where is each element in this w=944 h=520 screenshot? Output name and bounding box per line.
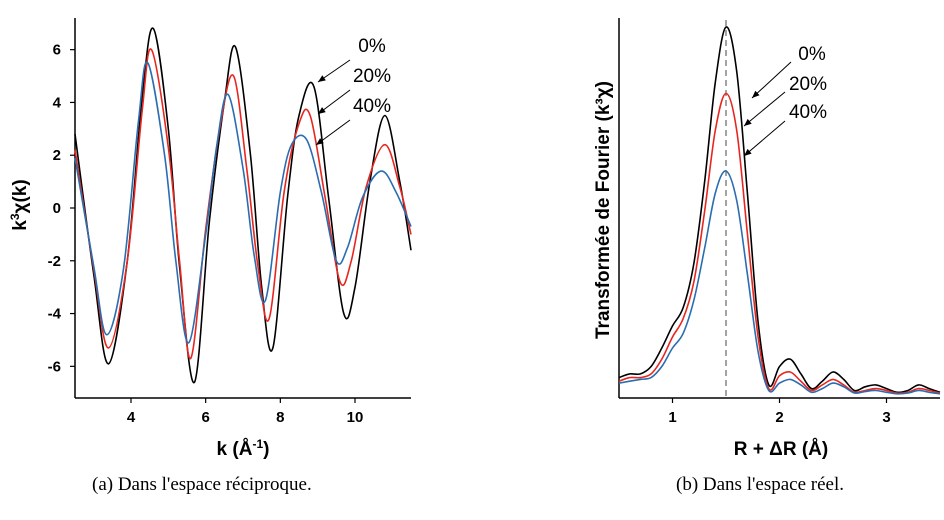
chart-a-y-tick-label: 6 (53, 42, 61, 59)
chart-a-x-tick-label: 10 (347, 409, 364, 426)
chart-b-x-tick-label: 3 (882, 409, 890, 426)
chart-a-series-0pct (74, 27, 412, 384)
chart-b-annotation-arrow (743, 91, 786, 127)
chart-a-annotation: 40% (353, 96, 391, 117)
chart-a-y-tick-label: 4 (53, 94, 62, 111)
chart-a-annotation: 0% (358, 36, 386, 57)
caption-b: (b) Dans l'espace réel. (676, 474, 845, 495)
chart-a-arrowhead (318, 107, 326, 114)
chart-b-x-label: R + ΔR (Å) (734, 439, 828, 460)
chart-b-arrowhead (744, 118, 752, 126)
chart-b-series-40pct (618, 170, 941, 395)
chart-a-x-label: k (Å-1) (217, 437, 270, 460)
chart-b-arrowhead (744, 148, 752, 156)
chart-a-series-40pct (74, 61, 412, 344)
chart-b-series-0pct (618, 26, 941, 394)
chart-a-arrowhead (316, 138, 324, 145)
chart-a-x-tick-label: 4 (127, 409, 136, 426)
chart-a-y-tick-label: 0 (53, 200, 61, 217)
chart-a-y-tick-label: -6 (48, 358, 61, 375)
chart-b-annotation: 20% (789, 74, 827, 95)
chart-b-series-20pct (618, 92, 941, 394)
chart-b-x-tick-label: 1 (668, 409, 676, 426)
chart-b-annotation: 0% (798, 44, 826, 65)
chart-a-x-tick-label: 6 (201, 409, 209, 426)
chart-a-arrowhead (318, 75, 326, 82)
chart-a-y-tick-label: -4 (48, 306, 62, 323)
chart-a: 4 6 8 10 -6 -4 -2 0 2 4 6 0% 20% 40% k (Å-1) k3χ(k) (8, 18, 412, 460)
caption-a: (a) Dans l'espace réciproque. (92, 474, 312, 495)
chart-b: 1 2 3 0% 20% 40% R + ΔR (Å) Transformée de F… (593, 18, 941, 460)
chart-a-y-label: k3χ(k) (8, 179, 31, 230)
chart-b-arrowhead (752, 90, 760, 98)
chart-b-annotation: 40% (789, 102, 827, 123)
chart-b-annotation-arrow (751, 61, 792, 99)
chart-b-y-label: Transformée de Fourier (k³χ) (593, 81, 614, 339)
chart-a-series-20pct (74, 48, 412, 360)
chart-b-annotation-arrow (743, 120, 786, 157)
chart-a-y-tick-label: 2 (53, 147, 61, 164)
chart-a-y-tick-label: -2 (48, 253, 61, 270)
chart-a-x-tick-label: 8 (276, 409, 284, 426)
chart-a-annotation: 20% (353, 66, 391, 87)
chart-b-x-tick-label: 2 (775, 409, 783, 426)
